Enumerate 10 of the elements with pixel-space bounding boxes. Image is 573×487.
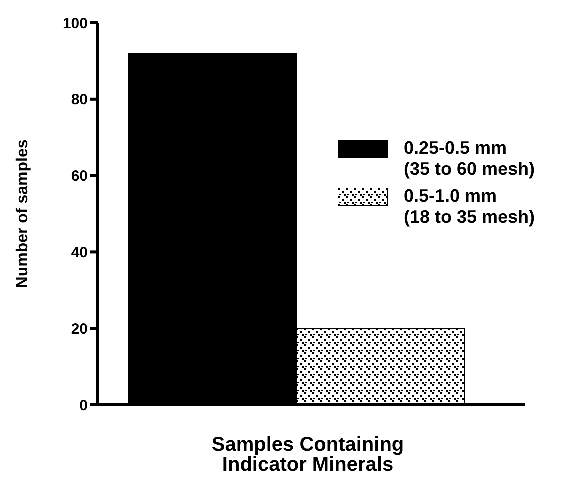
y-tick-label: 100 bbox=[62, 15, 88, 32]
y-tick-label: 60 bbox=[71, 168, 88, 186]
y-tick-label: 20 bbox=[71, 320, 88, 338]
legend-label: 0.25-0.5 mm (35 to 60 mesh) bbox=[404, 138, 536, 180]
y-axis-title: Number of samples bbox=[14, 140, 32, 288]
y-tick-label: 40 bbox=[71, 244, 88, 262]
x-axis-title: Samples Containing Indicator Minerals bbox=[210, 434, 406, 476]
legend-label: 0.5-1.0 mm (18 to 35 mesh) bbox=[404, 186, 536, 228]
y-tick-label: 80 bbox=[71, 92, 88, 109]
y-tick-label: 0 bbox=[80, 397, 88, 414]
